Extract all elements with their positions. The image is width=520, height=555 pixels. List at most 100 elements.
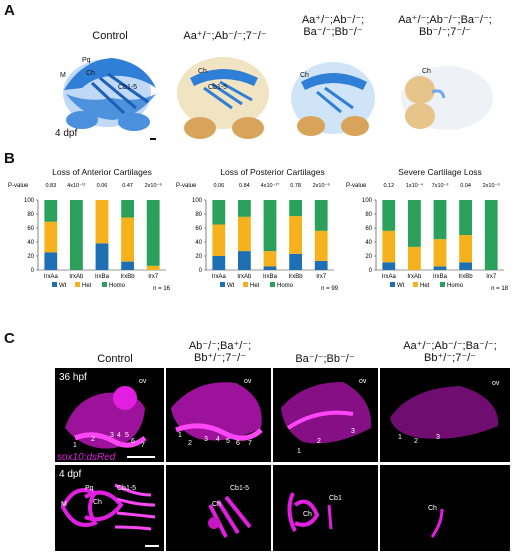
panel-a-mutant-3-image [392,48,510,146]
legend-swatch-wt [52,282,57,287]
x-tick-label: IrxBb [121,274,136,280]
sample-size: n = 18 [491,286,509,292]
x-tick-label: IrxBa [95,274,110,280]
p-value: 0.04 [460,183,471,189]
panel-c-4dpf-control-image: 4 dpf M Pq Ch Cb1-5 [55,465,164,551]
reporter-label: sox10:dsRed [57,452,116,463]
label-pq: Pq [82,57,91,64]
legend-label: Het [250,283,260,289]
y-tick-label: 0 [369,268,373,274]
arch-5: 5 [226,438,230,445]
y-tick-label: 100 [192,198,203,204]
label-ov: ov [359,378,367,385]
p-value: 2x10⁻⁹ [145,182,162,189]
p-value-label: P-value [8,183,29,189]
p-value: 0.06 [213,183,224,189]
bar-segment-het [289,216,302,254]
p-value-label: P-value [346,183,367,189]
label-cb15: Cb1-5 [117,485,137,492]
label-ch: Ch [198,68,207,75]
legend-label: Het [420,283,430,289]
label-pq: Pq [85,485,94,492]
arch-1: 1 [297,448,301,455]
arch-1: 1 [73,442,77,449]
label-ch: Ch [212,501,221,508]
arch-2: 2 [317,438,321,445]
p-value: 4x10⁻²⁷ [261,182,280,189]
arch-5: 5 [125,432,129,439]
legend-swatch-het [243,282,248,287]
y-tick-label: 60 [195,226,202,232]
p-value: 0.84 [239,183,250,189]
bar-segment-wt [382,262,396,270]
arch-2: 2 [414,438,418,445]
arch-3: 3 [204,436,208,443]
x-tick-label: IrxAa [382,274,397,280]
legend-label: Wt [227,283,235,289]
y-tick-label: 60 [27,226,34,232]
label-m: M [60,72,66,79]
bar-segment-het [382,230,396,263]
bar-segment-homo [70,200,83,270]
p-value: 1x10⁻⁴ [406,182,424,189]
legend-label: Het [82,283,92,289]
label-cb15: Cb1-5 [118,84,138,91]
bar-segment-homo [238,200,251,217]
y-tick-label: 40 [27,240,34,246]
bar-segment-homo [484,200,498,270]
label-cb15: Cb1-5 [230,485,250,492]
legend-swatch-het [413,282,418,287]
bar-segment-het [121,217,134,262]
arch-6: 6 [131,438,135,445]
panel-b-letter: B [4,150,15,167]
bar-segment-wt [44,252,58,270]
label-cb1: Cb1 [329,495,342,502]
label-m: M [61,501,67,508]
panel-c-36hpf-control-image: 36 hpf ov 1 2 3 4 5 6 7 [55,368,164,462]
x-tick-label: IrxAb [237,274,252,280]
panel-c-4dpf-mutant-2-image: Ch Cb1 [273,465,378,551]
legend-swatch-wt [220,282,225,287]
stage-36hpf: 36 hpf [59,372,87,383]
bar-segment-homo [44,200,58,222]
x-tick-label: IrxBb [289,274,304,280]
bar-segment-het [238,216,251,252]
panel-a-col-title-2: Aa⁺/⁻;Ab⁻/⁻;7⁻/⁻ [183,30,267,42]
x-tick-label: Irx7 [486,274,497,280]
p-value: 7x10⁻³ [432,183,449,189]
bar-segment-homo [382,200,396,231]
bar-segment-wt [212,256,226,270]
bar-segment-homo [121,200,134,218]
arch-2: 2 [91,436,95,443]
panel-c-col-title-4: Aa⁺/⁻;Ab⁻/⁻;Ba⁻/⁻; Bb⁺/⁻;7⁻/⁻ [403,340,497,364]
p-value: 0.78 [290,183,301,189]
panel-c-col-title-2: Ab⁻/⁻;Ba⁺/⁻; Bb⁺/⁻;7⁻/⁻ [188,340,252,364]
legend-swatch-homo [270,282,275,287]
panel-c-36hpf-mutant-1-image: ov 1 2 3 4 5 6 7 [166,368,271,462]
bar-segment-wt [263,266,277,270]
y-tick-label: 0 [199,268,203,274]
y-tick-label: 20 [27,254,34,260]
panel-c-4dpf-mutant-3-image: Ch [380,465,510,551]
panel-c-4dpf-mutant-1-image: Ch Cb1-5 [166,465,271,551]
y-tick-label: 100 [362,198,373,204]
legend-label: Homo [109,283,126,289]
legend-label: Homo [447,283,464,289]
legend-swatch-het [75,282,80,287]
sample-size: n = 99 [321,286,339,292]
y-tick-label: 100 [24,198,35,204]
arch-6: 6 [236,440,240,447]
bar-segment-homo [459,200,472,235]
legend-label: Wt [59,283,67,289]
bar-segment-het [212,224,226,256]
arch-3: 3 [351,428,355,435]
arch-1: 1 [398,434,402,441]
p-value: 0.83 [45,183,56,189]
legend-label: Homo [277,283,294,289]
label-ch: Ch [86,70,95,77]
bar-segment-homo [146,200,160,266]
arch-3: 3 [436,434,440,441]
p-value: 0.06 [97,183,108,189]
x-tick-label: IrxAb [69,274,84,280]
p-value: 2x10⁻⁹ [313,182,330,189]
